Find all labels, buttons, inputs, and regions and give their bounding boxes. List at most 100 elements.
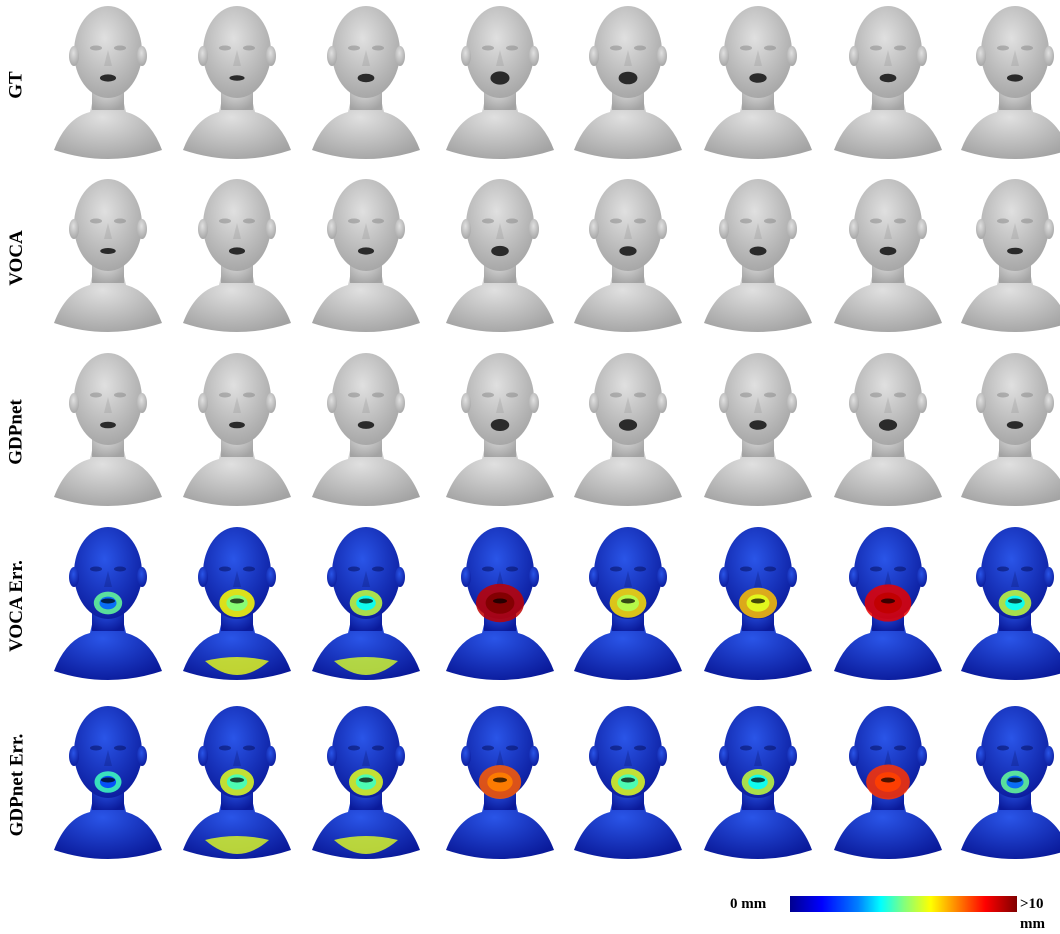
face-mesh-r3-c6 bbox=[696, 347, 820, 517]
face-mesh-r2-c7 bbox=[826, 173, 950, 343]
head-render bbox=[183, 353, 291, 506]
head-render bbox=[54, 6, 162, 159]
head-render bbox=[183, 6, 291, 159]
row-label-text: GT bbox=[5, 71, 27, 99]
shoulders bbox=[54, 442, 162, 506]
shoulders bbox=[574, 95, 682, 159]
colorbar-min-label: 0 mm bbox=[730, 896, 767, 912]
row-label-1: GT bbox=[0, 0, 34, 170]
head-render bbox=[312, 179, 420, 332]
shoulders bbox=[834, 268, 942, 332]
head-render bbox=[183, 527, 291, 680]
head-render bbox=[312, 527, 420, 680]
head-render bbox=[183, 179, 291, 332]
error-map-r5-c2 bbox=[175, 700, 299, 870]
face-mesh-r2-c4 bbox=[438, 173, 562, 343]
shoulders bbox=[446, 616, 554, 680]
head-render bbox=[961, 706, 1060, 859]
error-map-r4-c8 bbox=[953, 521, 1060, 691]
shoulders bbox=[312, 442, 420, 506]
shoulders bbox=[834, 95, 942, 159]
error-map-r4-c1 bbox=[46, 521, 170, 691]
shoulders bbox=[961, 268, 1060, 332]
face-mesh-r1-c1 bbox=[46, 0, 170, 170]
head-render bbox=[312, 706, 420, 859]
head-render bbox=[574, 527, 682, 680]
shoulders bbox=[961, 95, 1060, 159]
head-render bbox=[54, 706, 162, 859]
face-mesh-r3-c4 bbox=[438, 347, 562, 517]
head-render bbox=[54, 527, 162, 680]
head-render bbox=[446, 527, 554, 680]
head-render bbox=[834, 6, 942, 159]
face-mesh-r3-c2 bbox=[175, 347, 299, 517]
head-render bbox=[704, 179, 812, 332]
head-render bbox=[834, 706, 942, 859]
head-render bbox=[312, 6, 420, 159]
shoulders bbox=[834, 442, 942, 506]
shoulders bbox=[446, 442, 554, 506]
colorbar-gradient bbox=[790, 896, 1017, 912]
shoulders bbox=[312, 268, 420, 332]
shoulders bbox=[574, 268, 682, 332]
shoulders bbox=[183, 442, 291, 506]
error-map-r5-c1 bbox=[46, 700, 170, 870]
head-render bbox=[574, 353, 682, 506]
row-label-text: VOCA Err. bbox=[6, 560, 27, 652]
error-map-r4-c2 bbox=[175, 521, 299, 691]
error-map-r4-c4 bbox=[438, 521, 562, 691]
head-render bbox=[574, 179, 682, 332]
head-render bbox=[834, 179, 942, 332]
shoulders bbox=[183, 95, 291, 159]
head-render bbox=[183, 706, 291, 859]
shoulders bbox=[704, 442, 812, 506]
head-render bbox=[574, 6, 682, 159]
head-render bbox=[312, 353, 420, 506]
shoulders bbox=[704, 795, 812, 859]
shoulders bbox=[54, 795, 162, 859]
shoulders bbox=[574, 442, 682, 506]
shoulders bbox=[446, 95, 554, 159]
row-label-4: VOCA Err. bbox=[0, 521, 34, 691]
shoulders bbox=[834, 795, 942, 859]
head-render bbox=[961, 179, 1060, 332]
head-render bbox=[446, 706, 554, 859]
head-render bbox=[961, 353, 1060, 506]
face-mesh-r1-c6 bbox=[696, 0, 820, 170]
row-label-2: VOCA bbox=[0, 173, 34, 343]
shoulders bbox=[183, 268, 291, 332]
face-mesh-r2-c5 bbox=[566, 173, 690, 343]
error-map-r5-c8 bbox=[953, 700, 1060, 870]
colorbar-max-label: >10 mm bbox=[1020, 896, 1045, 932]
error-map-r5-c6 bbox=[696, 700, 820, 870]
head-render bbox=[961, 527, 1060, 680]
head-render bbox=[54, 353, 162, 506]
shoulders bbox=[961, 442, 1060, 506]
colorbar: 0 mm >10 mm bbox=[730, 894, 1060, 932]
face-mesh-r3-c3 bbox=[304, 347, 428, 517]
row-label-5: GDPnet Err. bbox=[0, 700, 34, 870]
face-mesh-r2-c1 bbox=[46, 173, 170, 343]
error-map-r5-c4 bbox=[438, 700, 562, 870]
row-label-text: VOCA bbox=[6, 230, 27, 286]
head-render bbox=[704, 6, 812, 159]
head-render bbox=[574, 706, 682, 859]
head-render bbox=[704, 706, 812, 859]
face-mesh-r1-c5 bbox=[566, 0, 690, 170]
head-render bbox=[704, 527, 812, 680]
error-map-r5-c7 bbox=[826, 700, 950, 870]
shoulders bbox=[704, 95, 812, 159]
error-map-r4-c5 bbox=[566, 521, 690, 691]
face-mesh-r3-c7 bbox=[826, 347, 950, 517]
error-map-r4-c3 bbox=[304, 521, 428, 691]
shoulders bbox=[574, 795, 682, 859]
row-label-text: GDPnet Err. bbox=[6, 733, 28, 837]
shoulders bbox=[446, 268, 554, 332]
shoulders bbox=[704, 616, 812, 680]
face-mesh-r2-c2 bbox=[175, 173, 299, 343]
error-map-r4-c7 bbox=[826, 521, 950, 691]
error-map-r4-c6 bbox=[696, 521, 820, 691]
face-mesh-r1-c8 bbox=[953, 0, 1060, 170]
face-mesh-r3-c8 bbox=[953, 347, 1060, 517]
